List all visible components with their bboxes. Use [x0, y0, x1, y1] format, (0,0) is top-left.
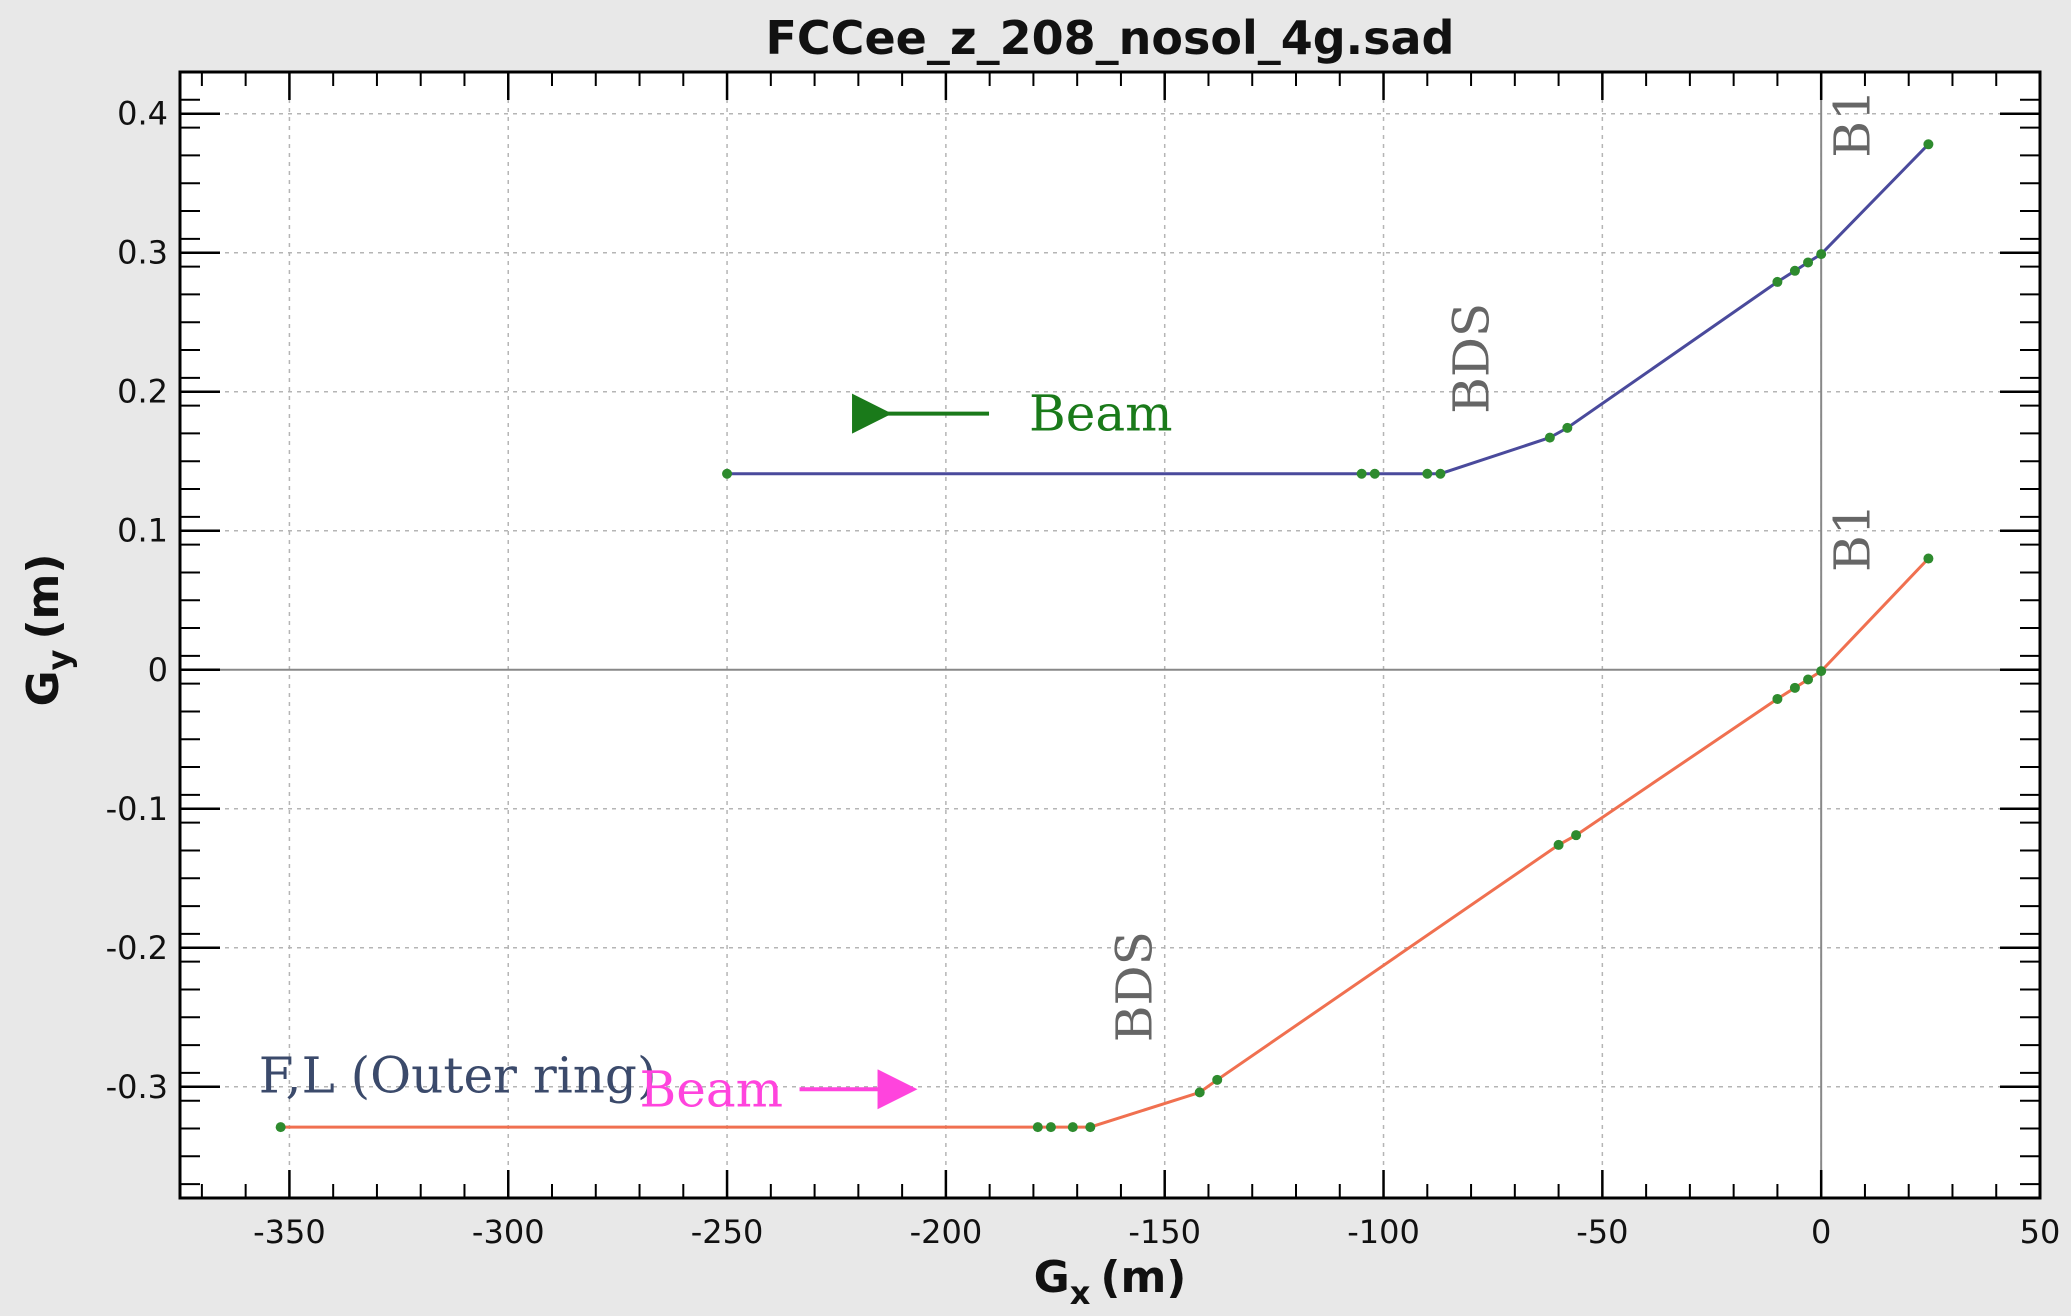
series-2-point: [1772, 693, 1783, 704]
y-tick-label: 0.3: [117, 234, 168, 272]
series-2-point: [1067, 1122, 1078, 1133]
y-tick-label: 0.1: [117, 512, 168, 550]
y-tick-label: 0.4: [117, 95, 168, 133]
annotation-1: Beam: [1029, 385, 1173, 443]
series-2-point: [275, 1122, 286, 1133]
series-1-point: [1562, 422, 1573, 433]
series-1-point: [1772, 276, 1783, 287]
series-1-point: [1356, 468, 1367, 479]
chart-title: FCCee_z_208_nosol_4g.sad: [766, 11, 1455, 65]
series-2-point: [1571, 830, 1582, 841]
plot-frame: [178, 70, 2042, 1200]
series-1-point: [1369, 468, 1380, 479]
series-1-point: [1789, 265, 1800, 276]
series-2-point: [1194, 1087, 1205, 1098]
series-1-point: [1435, 468, 1446, 479]
x-tick-label: -250: [691, 1213, 764, 1251]
series-1-point: [1816, 249, 1827, 260]
plot-background: [180, 72, 2040, 1198]
x-tick-label: 0: [1811, 1213, 1831, 1251]
tick-labels: -350 -300 -250 -200 -150 -100 -50 0 50 0.4 0.3 0.2 0…: [106, 95, 2061, 1251]
series-2-point: [1803, 674, 1814, 685]
series-2-point: [1085, 1122, 1096, 1133]
ticks: [180, 72, 2042, 1198]
y-tick-label: 0: [148, 651, 168, 689]
series-2-point: [1553, 839, 1564, 850]
x-axis-title: Gx (m): [1034, 1252, 1187, 1312]
y-tick-label: 0.2: [117, 373, 168, 411]
series-2-point: [1789, 682, 1800, 693]
x-tick-label: -150: [1128, 1213, 1201, 1251]
annotation-6: F,L (Outer ring): [259, 1046, 657, 1104]
series-1-point: [1803, 257, 1814, 268]
series-1-point: [1422, 468, 1433, 479]
x-tick-label: -50: [1576, 1213, 1628, 1251]
y-tick-label: -0.3: [106, 1068, 168, 1106]
x-tick-label: -350: [253, 1213, 326, 1251]
annotation-3: B1: [1823, 89, 1881, 158]
x-tick-label: 50: [2020, 1213, 2061, 1251]
x-tick-label: -100: [1347, 1213, 1420, 1251]
y-tick-label: -0.1: [106, 790, 168, 828]
reference-lines: [180, 72, 2040, 1198]
series-group: [275, 139, 1934, 1133]
series-1-point: [722, 468, 733, 479]
y-axis-title: Gy(m): [18, 553, 78, 706]
x-tick-label: -200: [910, 1213, 983, 1251]
series-2-point: [1212, 1074, 1223, 1085]
series-2-point: [1923, 553, 1934, 564]
annotation-2: BDS: [1443, 303, 1501, 414]
annotation-5: BDS: [1106, 931, 1164, 1042]
series-2-point: [1816, 666, 1827, 677]
annotation-7: Beam: [640, 1060, 784, 1118]
y-tick-label: -0.2: [106, 929, 168, 967]
series-1-point: [1923, 139, 1934, 150]
series-2-point: [1032, 1122, 1043, 1133]
series-2-point: [1045, 1122, 1056, 1133]
x-tick-label: -300: [472, 1213, 545, 1251]
annotation-4: B1: [1823, 503, 1881, 572]
series-1-point: [1544, 432, 1555, 443]
